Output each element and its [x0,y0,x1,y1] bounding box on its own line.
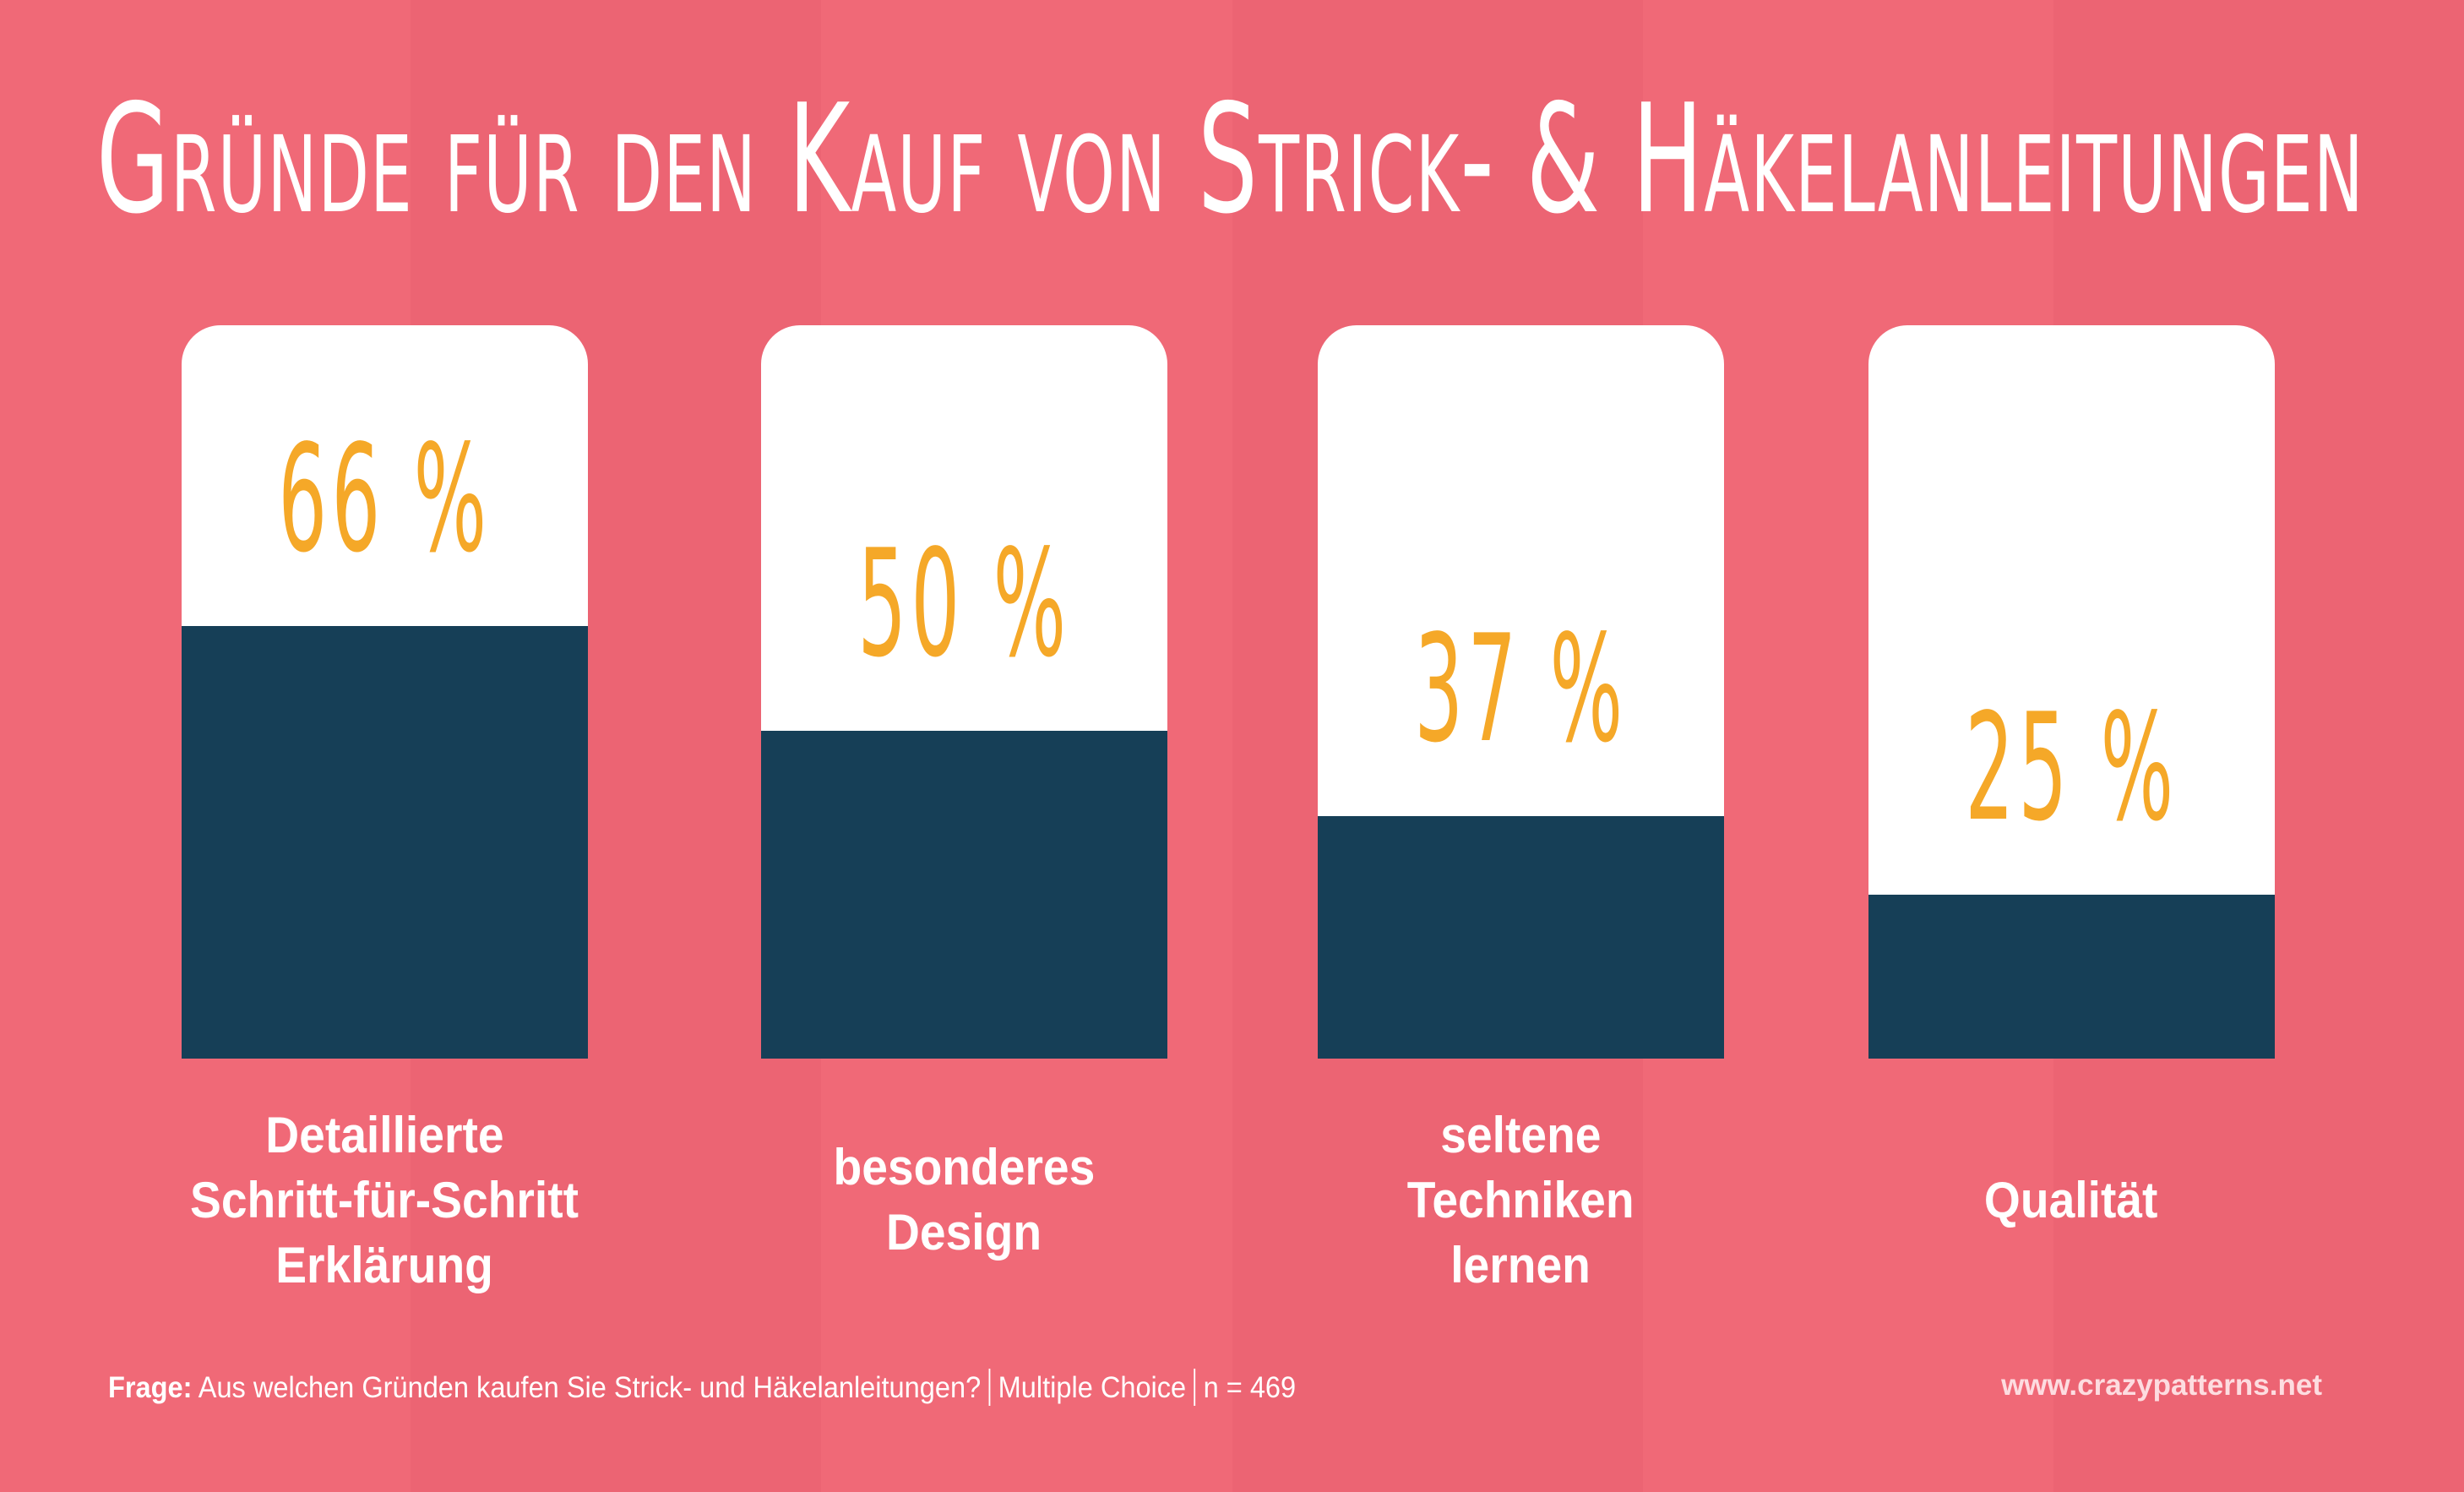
bar-value-label: 66 % [278,414,492,585]
bar-fill [182,626,588,1059]
category-label-line: lernen [1450,1236,1591,1293]
category-label-line: Techniken [1406,1171,1635,1228]
bar-value-container: 66 % [182,426,588,574]
category-label-line: Schritt-für-Schritt [189,1171,579,1228]
bar-value-label: 37 % [1414,604,1628,776]
category-label-line: Erklärung [275,1236,493,1293]
answer-type: Multiple Choice [998,1371,1187,1404]
category-label-line: Qualität [1984,1171,2158,1228]
bar-value-container: 50 % [761,531,1167,678]
sample-size: n = 469 [1203,1371,1297,1404]
chart-title-container: Gründe für den Kauf von Strick- & Häkela… [96,84,2364,237]
separator-divider [1194,1369,1196,1406]
category-label: Detaillierte Schritt-für-Schritt Erkläru… [114,1100,655,1299]
category-label: besonderes Design [694,1100,1234,1299]
chart-title: Gründe für den Kauf von Strick- & Häkela… [96,72,2364,247]
bar-value-container: 37 % [1318,616,1724,764]
category-label-line: Detaillierte [264,1106,504,1163]
category-label-line: besonderes [833,1139,1095,1195]
category-label-line: seltene [1439,1106,1602,1163]
question-label: Frage: [108,1371,193,1404]
source-url: www.crazypatterns.net [2001,1369,2322,1402]
category-label-line: Design [885,1204,1042,1261]
bar-value-label: 50 % [857,519,1071,690]
separator-divider [988,1369,991,1406]
survey-question-note: Frage: Aus welchen Gründen kaufen Sie St… [108,1369,1297,1406]
category-label: Qualität [1801,1100,2342,1299]
bar-fill [761,731,1167,1059]
bar-fill [1318,816,1724,1059]
bar-card: 66 % [182,325,588,1059]
bar-value-container: 25 % [1868,694,2275,842]
question-text: Aus welchen Gründen kaufen Sie Strick- u… [198,1371,982,1404]
bar-fill [1868,895,2275,1059]
bar-card: 37 % [1318,325,1724,1059]
bar-value-label: 25 % [1965,683,2178,854]
category-label: seltene Techniken lernen [1250,1100,1791,1299]
bar-card: 25 % [1868,325,2275,1059]
bar-card: 50 % [761,325,1167,1059]
